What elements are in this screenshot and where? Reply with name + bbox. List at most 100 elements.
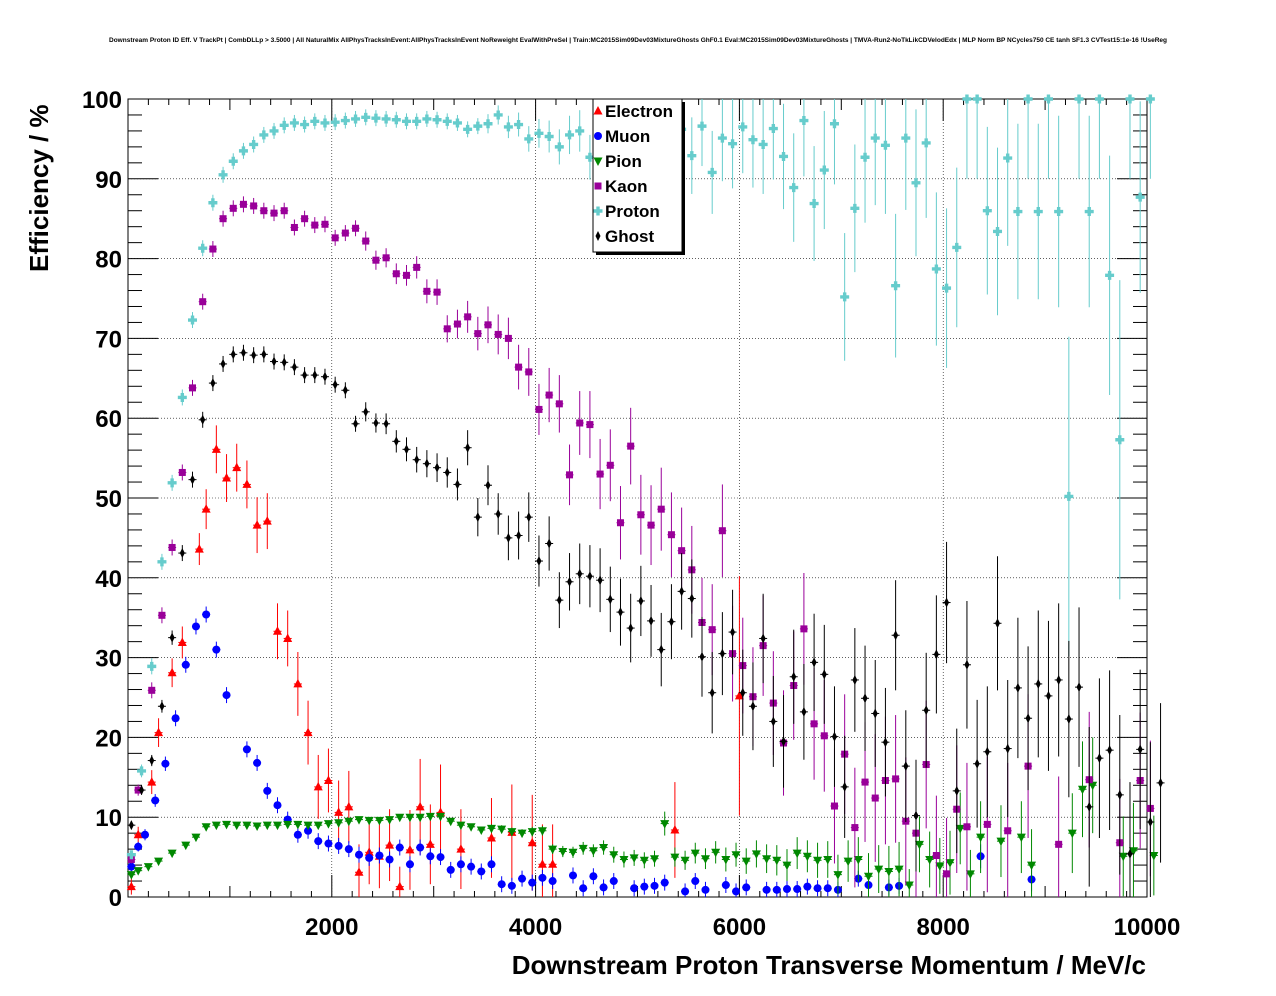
data-point	[137, 766, 147, 776]
data-point	[414, 454, 420, 465]
series-proton	[126, 94, 1155, 860]
data-point	[1158, 777, 1164, 788]
data-point	[127, 855, 135, 863]
series-ghost	[127, 344, 1165, 897]
data-point	[719, 648, 725, 659]
data-point	[809, 199, 819, 209]
data-point	[181, 660, 190, 669]
data-point	[762, 885, 771, 894]
data-point	[301, 215, 309, 223]
data-point	[454, 479, 460, 490]
data-point	[1149, 852, 1159, 861]
data-point	[133, 867, 143, 876]
data-point	[555, 400, 563, 408]
data-point	[212, 645, 221, 654]
data-point	[544, 132, 554, 142]
data-point	[229, 204, 237, 212]
data-point	[800, 625, 808, 633]
data-point	[497, 880, 506, 889]
legend-label-electron: Electron	[605, 102, 673, 121]
data-point	[242, 821, 252, 831]
data-point	[681, 887, 690, 896]
data-point	[199, 298, 207, 306]
data-point	[793, 885, 802, 894]
data-point	[159, 701, 165, 712]
data-point	[168, 543, 176, 551]
data-point	[154, 727, 164, 737]
data-point	[1125, 94, 1135, 104]
data-point	[568, 848, 578, 858]
data-point	[638, 595, 644, 606]
data-point	[340, 116, 350, 126]
data-point	[293, 678, 303, 688]
data-point	[670, 824, 680, 834]
data-point	[579, 884, 588, 893]
data-point	[466, 823, 476, 832]
data-point	[218, 170, 228, 180]
data-point	[911, 178, 921, 188]
data-point	[707, 167, 717, 177]
data-point	[302, 370, 308, 381]
data-point	[993, 226, 1003, 236]
data-point	[640, 882, 649, 891]
data-point	[880, 140, 890, 150]
data-point	[341, 229, 349, 237]
data-point	[169, 632, 175, 643]
data-point	[415, 813, 425, 823]
data-point	[200, 414, 206, 425]
data-point	[361, 112, 371, 122]
data-point	[802, 852, 812, 862]
data-point	[486, 824, 496, 834]
data-point	[609, 851, 619, 860]
y-axis-title: Efficiency / %	[24, 104, 54, 272]
data-point	[599, 883, 608, 892]
data-point	[872, 708, 878, 719]
data-point	[504, 334, 512, 342]
data-point	[127, 862, 136, 871]
data-point	[354, 816, 364, 825]
data-point	[322, 371, 328, 382]
data-point	[354, 867, 364, 876]
data-point	[1004, 827, 1012, 835]
data-point	[198, 243, 208, 253]
data-point	[443, 325, 451, 333]
data-point	[405, 860, 414, 869]
data-point	[232, 821, 242, 831]
data-point	[1056, 674, 1062, 685]
data-point	[139, 785, 145, 796]
data-point	[1128, 847, 1138, 856]
data-point	[303, 821, 313, 831]
data-point	[925, 855, 935, 865]
data-point	[942, 283, 952, 293]
data-point	[291, 362, 297, 373]
data-point	[494, 330, 502, 338]
x-tick-label: 2000	[305, 914, 358, 941]
data-point	[424, 458, 430, 469]
data-point	[952, 242, 962, 252]
data-point	[728, 139, 738, 149]
data-point	[426, 852, 435, 861]
y-tick-label: 50	[95, 486, 122, 513]
data-point	[1076, 682, 1082, 693]
data-point	[558, 848, 568, 857]
data-point	[313, 781, 323, 791]
data-point	[158, 611, 166, 619]
data-point	[190, 474, 196, 485]
data-point	[515, 363, 523, 371]
data-point	[932, 852, 940, 860]
data-point	[393, 436, 399, 447]
data-point	[249, 139, 259, 149]
data-point	[373, 417, 379, 428]
data-point	[126, 850, 136, 860]
data-point	[1084, 207, 1094, 217]
data-point	[484, 321, 492, 329]
legend-marker-ghost	[595, 231, 601, 241]
data-point	[272, 821, 282, 831]
data-point	[923, 705, 929, 716]
data-point	[1145, 94, 1155, 104]
data-point	[732, 887, 741, 896]
data-point	[425, 839, 435, 848]
data-point	[283, 820, 293, 830]
data-point	[436, 812, 446, 822]
data-point	[463, 124, 473, 134]
